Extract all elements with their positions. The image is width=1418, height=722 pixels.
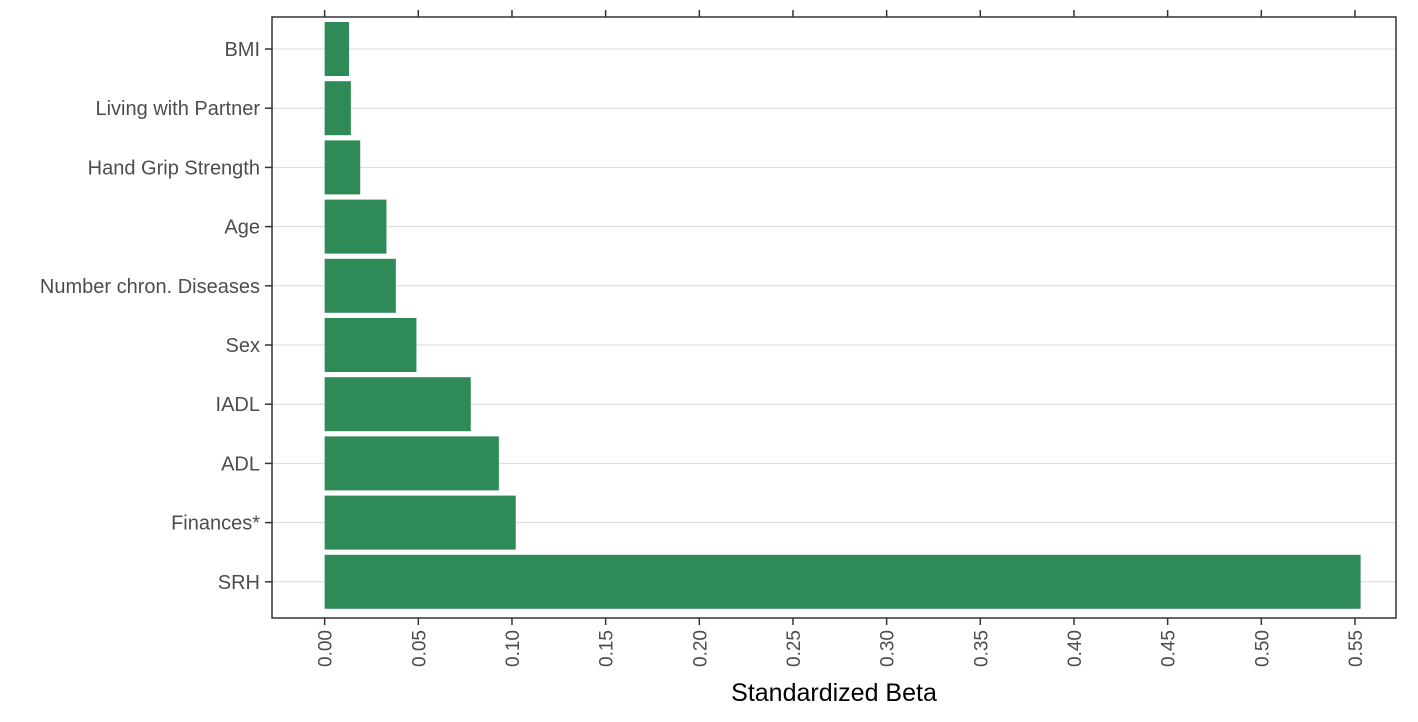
plot-frame xyxy=(271,16,1397,619)
x-tick-label: 0.35 xyxy=(971,630,992,667)
y-axis: BMI Living with Partner Hand Grip Strength… xyxy=(40,39,272,594)
bar-bmi xyxy=(324,22,349,76)
x-tick-label: 0.00 xyxy=(316,630,337,667)
y-tick-label: Age xyxy=(224,217,260,239)
bar-srh xyxy=(324,554,1361,609)
bar-age xyxy=(324,199,387,254)
x-tick-label: 0.40 xyxy=(1065,630,1086,667)
bars xyxy=(324,22,1361,609)
x-tick-label: 0.05 xyxy=(409,630,430,667)
y-tick-label: ADL xyxy=(221,453,260,475)
bar-living-with-partner xyxy=(324,81,351,136)
bar-iadl xyxy=(324,377,471,432)
x-axis-title: Standardized Beta xyxy=(731,679,937,707)
x-tick-label: 0.20 xyxy=(690,630,711,667)
x-tick-label: 0.15 xyxy=(597,630,618,667)
bar-finances xyxy=(324,495,516,550)
y-tick-label: IADL xyxy=(216,394,260,416)
x-tick-label: 0.50 xyxy=(1252,630,1273,667)
bar-sex xyxy=(324,318,417,372)
y-tick-label: Sex xyxy=(226,335,260,357)
y-tick-label: Finances* xyxy=(171,513,260,535)
x-tick-label: 0.25 xyxy=(784,630,805,667)
x-tick-label: 0.30 xyxy=(878,630,899,667)
bar-number-chron-diseases xyxy=(324,258,396,313)
x-tick-label: 0.10 xyxy=(503,630,524,667)
x-tick-label: 0.55 xyxy=(1346,630,1367,667)
y-tick-label: Hand Grip Strength xyxy=(88,157,260,179)
y-tick-label: Living with Partner xyxy=(95,98,260,120)
y-tick-label: SRH xyxy=(218,572,260,594)
bar-hand-grip-strength xyxy=(324,140,361,195)
x-axis: 0.00 0.05 0.10 0.15 0.20 0.25 0.30 0.35 0.40 0.45… xyxy=(316,10,1367,667)
y-tick-label: BMI xyxy=(224,39,260,61)
y-tick-label: Number chron. Diseases xyxy=(40,276,260,298)
x-tick-label: 0.45 xyxy=(1159,630,1180,667)
bar-adl xyxy=(324,436,499,491)
